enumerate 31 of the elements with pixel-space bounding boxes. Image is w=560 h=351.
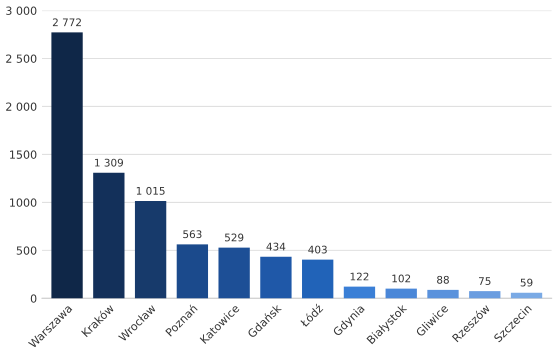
bar (510, 292, 542, 298)
data-label: 122 (350, 272, 368, 280)
data-label: 1 309 (95, 158, 124, 167)
bar (427, 290, 459, 298)
y-tick-label: 2 000 (6, 102, 36, 111)
bar (93, 172, 124, 298)
bar (176, 244, 208, 298)
bar (134, 200, 166, 298)
y-tick-label: 1500 (10, 150, 36, 159)
data-label: 1 015 (136, 186, 165, 195)
y-tick-label: 3 000 (6, 6, 36, 15)
bar (386, 288, 417, 298)
data-label: 2 772 (52, 18, 81, 26)
bar (469, 291, 500, 298)
bar (218, 248, 250, 298)
data-label: 434 (266, 242, 286, 251)
data-label: 403 (308, 246, 327, 254)
data-label: 563 (183, 230, 202, 238)
data-label: 102 (392, 274, 410, 282)
y-tick-label: 1000 (10, 198, 36, 207)
bar (344, 286, 376, 298)
data-label: 529 (225, 234, 244, 242)
y-tick-label: 500 (16, 246, 36, 255)
data-label: 88 (437, 276, 449, 284)
data-label: 59 (520, 278, 532, 287)
bar (51, 32, 83, 298)
bar (260, 256, 292, 298)
data-label: 75 (478, 277, 490, 285)
bar (302, 260, 334, 298)
y-tick-label: 0 (30, 294, 36, 303)
y-tick-label: 2 500 (6, 54, 36, 63)
